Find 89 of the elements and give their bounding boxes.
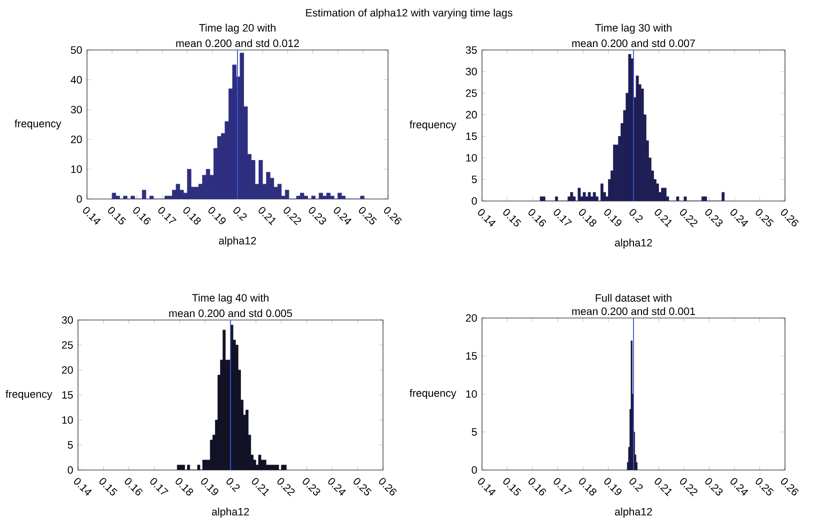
y-tick-label: 10 — [71, 165, 82, 173]
x-tick-label: 0.14 — [478, 478, 496, 496]
x-tick-label: 0.26 — [781, 209, 798, 226]
x-tick-label: 0.19 — [208, 207, 226, 224]
y-tick-label: 50 — [70, 46, 82, 54]
chart-subtitle: mean 0.200 and std 0.001 — [572, 307, 695, 316]
y-tick-label: 30 — [62, 316, 73, 324]
x-tick-label: 0.19 — [604, 478, 622, 496]
x-tick-label: 0.15 — [99, 478, 118, 496]
y-tick-label: 10 — [466, 390, 477, 398]
y-tick-label: 5 — [68, 441, 73, 449]
x-tick-label: 0.14 — [74, 478, 92, 496]
chart-subtitle: mean 0.200 and std 0.007 — [572, 39, 695, 48]
x-tick-label: 0.18 — [579, 209, 596, 226]
text: Estimation of alpha12 with varying time lags — [306, 8, 512, 19]
x-tick-label: 0.2 — [234, 207, 247, 222]
x-tick-label: 0.2 — [630, 209, 643, 224]
x-tick-label: 0.26 — [384, 207, 402, 224]
x-tick-label: 0.15 — [108, 207, 126, 224]
y-tick-label: 20 — [466, 110, 477, 118]
y-tick-label: 0 — [76, 195, 82, 203]
x-tick-label: 0.26 — [379, 478, 396, 496]
y-axis-title: frequency — [14, 120, 62, 130]
x-tick-label: 0.24 — [730, 478, 748, 496]
y-tick-label: 0 — [68, 466, 73, 474]
x-tick-label: 0.14 — [83, 207, 101, 225]
y-tick-label: 5 — [472, 428, 477, 436]
x-tick-label: 0.25 — [756, 209, 774, 226]
chart-title: Full dataset with — [596, 294, 672, 302]
chart-subtitle: mean 0.200 and std 0.005 — [169, 309, 292, 318]
x-tick-label: 0.15 — [503, 478, 522, 496]
y-tick-label: 20 — [70, 136, 82, 144]
x-tick-label: 0.24 — [730, 209, 748, 227]
x-tick-label: 0.25 — [756, 478, 774, 496]
y-tick-label: 0 — [472, 466, 477, 474]
x-tick-label: 0.25 — [358, 207, 377, 224]
x-tick-label: 0.16 — [124, 478, 142, 496]
y-tick-label: 15 — [466, 132, 477, 140]
x-axis-title: alpha12 — [614, 238, 652, 249]
chart-subtitle: mean 0.200 and std 0.012 — [176, 39, 299, 48]
x-tick-label: 0.2 — [630, 478, 643, 492]
x-tick-label: 0.23 — [302, 478, 320, 496]
x-axis-title: alpha12 — [218, 236, 256, 247]
x-axis-title: alpha12 — [212, 508, 249, 518]
x-tick-label: 0.18 — [176, 478, 194, 496]
y-tick-label: 30 — [70, 106, 82, 114]
chart-title: Time lag 20 with — [199, 24, 276, 34]
x-tick-label: 0.16 — [528, 478, 546, 496]
y-axis-title: frequency — [410, 389, 456, 399]
x-tick-label: 0.16 — [528, 209, 546, 226]
x-tick-label: 0.17 — [554, 209, 572, 226]
x-tick-label: 0.22 — [680, 209, 698, 228]
x-tick-label: 0.17 — [158, 207, 176, 224]
x-tick-label: 0.18 — [579, 478, 596, 496]
x-tick-label: 0.19 — [201, 478, 218, 496]
y-tick-label: 40 — [70, 76, 82, 84]
x-tick-label: 0.24 — [328, 478, 346, 496]
y-axis-title: frequency — [6, 390, 52, 400]
y-tick-label: 25 — [62, 341, 73, 349]
x-tick-label: 0.23 — [705, 478, 723, 496]
y-tick-label: 10 — [466, 154, 477, 162]
x-tick-label: 0.14 — [478, 209, 496, 227]
x-tick-label: 0.16 — [133, 207, 151, 224]
y-tick-label: 35 — [466, 46, 477, 54]
y-tick-label: 15 — [62, 391, 73, 399]
x-axis-title: alpha12 — [614, 508, 652, 518]
x-tick-label: 0.2 — [226, 478, 240, 492]
x-tick-label: 0.22 — [680, 478, 698, 496]
x-tick-label: 0.15 — [503, 209, 522, 226]
y-tick-label: 5 — [472, 176, 477, 184]
x-tick-label: 0.26 — [781, 478, 798, 496]
y-tick-label: 15 — [466, 352, 477, 360]
x-tick-label: 0.19 — [604, 209, 622, 226]
y-tick-label: 0 — [472, 197, 477, 205]
y-tick-label: 20 — [62, 366, 73, 374]
y-tick-label: 30 — [466, 68, 477, 76]
chart-title: Time lag 30 with — [595, 24, 672, 34]
x-tick-label: 0.18 — [183, 207, 201, 224]
x-tick-label: 0.23 — [308, 207, 326, 224]
x-tick-label: 0.17 — [554, 478, 572, 494]
x-tick-label: 0.23 — [705, 209, 723, 226]
chart-title: Time lag 40 with — [192, 294, 268, 304]
y-tick-label: 25 — [466, 89, 477, 97]
x-tick-label: 0.17 — [150, 478, 168, 494]
x-tick-label: 0.25 — [354, 478, 372, 496]
y-tick-label: 10 — [62, 416, 73, 424]
x-tick-label: 0.24 — [334, 207, 352, 225]
y-tick-label: 20 — [466, 314, 477, 322]
y-axis-title: frequency — [410, 120, 456, 130]
